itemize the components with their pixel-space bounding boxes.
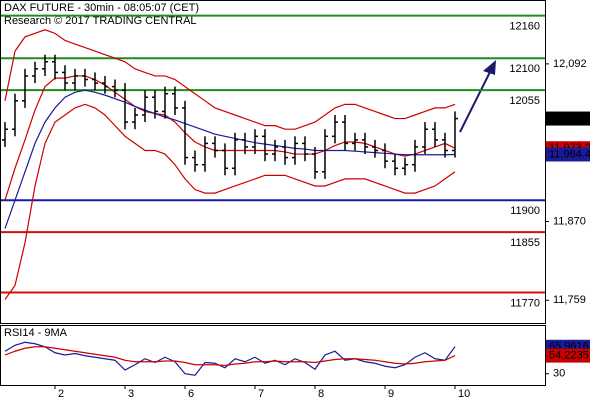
level-label: 11770 (510, 297, 540, 309)
y-tick-label: 30 (553, 368, 565, 380)
value-tag-label: 12,015 (549, 112, 583, 124)
indicator-line (4, 29, 456, 130)
level-label: 12100 (509, 63, 540, 75)
x-tick-label: 6 (188, 388, 194, 400)
value-tag-label: 11,964.4 (549, 148, 590, 160)
value-tag-label: 54.2235 (549, 349, 589, 361)
y-tick-label: 12,092 (553, 58, 587, 70)
price-panel (0, 0, 546, 324)
x-tick-label: 9 (388, 388, 394, 400)
value-tag (546, 147, 590, 162)
rsi-line (4, 346, 456, 367)
level-label: 11855 (510, 237, 540, 249)
indicator-line (4, 75, 456, 201)
x-tick-label: 10 (458, 388, 470, 400)
y-tick-label: 11,759 (553, 294, 586, 306)
level-label: 12160 (509, 21, 540, 33)
rsi-title: RSI14 - 9MA (4, 327, 68, 339)
indicator-line (4, 103, 456, 300)
chart-subtitle: Research © 2017 TRADING CENTRAL (4, 15, 197, 27)
x-tick-label: 7 (258, 388, 264, 400)
arrow (459, 60, 496, 133)
rsi-line (4, 341, 456, 376)
level-label: 12055 (509, 95, 540, 107)
level-label: 11900 (510, 205, 540, 217)
indicator-line (4, 89, 456, 229)
x-tick-label: 2 (58, 388, 64, 400)
x-tick-label: 8 (318, 388, 324, 400)
x-tick-label: 3 (128, 388, 134, 400)
value-tag (546, 348, 590, 363)
y-tick-label: 11,870 (553, 215, 586, 227)
value-tag (546, 111, 590, 126)
chart-title: DAX FUTURE - 30min - 08:05:07 (CET) (4, 2, 199, 14)
